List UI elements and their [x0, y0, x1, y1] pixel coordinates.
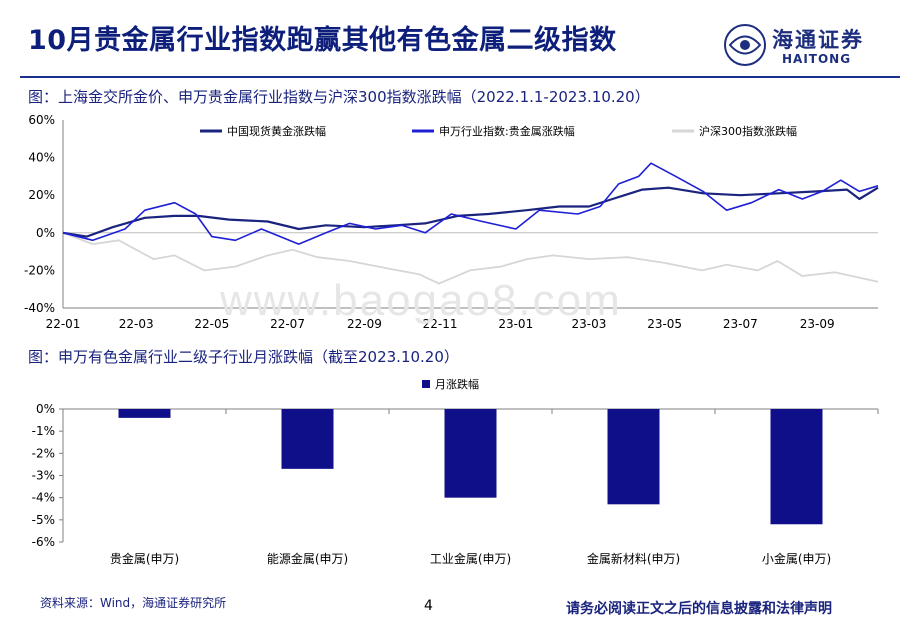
- legend-label: 申万行业指数:贵金属涨跌幅: [439, 124, 575, 138]
- y-tick-label: -3%: [32, 469, 55, 483]
- x-tick-label: 小金属(申万): [762, 551, 831, 566]
- bar: [607, 409, 660, 505]
- company-logo: 海通证券 HAITONG: [722, 22, 902, 72]
- disclaimer-link[interactable]: 请务必阅读正文之后的信息披露和法律声明: [566, 601, 832, 617]
- x-tick-label: 23-05: [647, 317, 682, 331]
- series-line-2: [62, 231, 879, 285]
- line-chart: 60% 40% 20% 0% -20% -40% 22-01 22-03 22-05 22-07 2…: [24, 113, 879, 331]
- x-tick-label: 23-09: [800, 317, 835, 331]
- x-tick-label: 22-09: [347, 317, 382, 331]
- x-tick-label: 23-01: [498, 317, 533, 331]
- legend-label: 中国现货黄金涨跌幅: [227, 124, 326, 138]
- series-line-0: [62, 186, 879, 238]
- y-tick-label: -40%: [24, 301, 55, 315]
- x-tick-label: 金属新材料(申万): [587, 551, 680, 566]
- legend-label: 月涨跌幅: [435, 377, 479, 391]
- x-tick-label: 22-11: [423, 317, 458, 331]
- logo-emblem-icon: [724, 24, 766, 66]
- y-tick-label: -4%: [32, 491, 55, 505]
- x-tick-label: 23-03: [572, 317, 607, 331]
- bar: [444, 409, 497, 498]
- y-tick-label: 60%: [28, 113, 55, 127]
- x-tick-label: 贵金属(申万): [110, 551, 179, 566]
- x-tick-label: 23-07: [723, 317, 758, 331]
- y-tick-label: -1%: [32, 424, 55, 438]
- y-tick-label: -5%: [32, 513, 55, 527]
- y-tick-label: 40%: [28, 151, 55, 165]
- bar-chart: 0% -1% -2% -3% -4% -5% -6% 贵金属(申万) 能源金属(申万) 工业金属(…: [32, 377, 879, 566]
- chart2-caption: 图：申万有色金属行业二级子行业月涨跌幅（截至2023.10.20）: [28, 348, 459, 366]
- logo-subtext: HAITONG: [782, 52, 852, 66]
- y-tick-label: 0%: [36, 226, 55, 240]
- y-tick-label: -20%: [24, 263, 55, 277]
- bar: [770, 409, 823, 525]
- y-tick-label: -2%: [32, 446, 55, 460]
- legend-swatch: [422, 380, 430, 388]
- source-note: 资料来源：Wind，海通证券研究所: [40, 596, 227, 610]
- page-number: 4: [424, 598, 433, 614]
- x-tick-label: 22-07: [270, 317, 305, 331]
- page-title: 10月贵金属行业指数跑赢其他有色金属二级指数: [28, 25, 617, 56]
- x-tick-label: 22-03: [119, 317, 154, 331]
- x-tick-label: 22-01: [46, 317, 81, 331]
- bar: [118, 409, 171, 418]
- bar: [281, 409, 334, 469]
- logo-text: 海通证券: [772, 28, 864, 52]
- y-tick-label: -6%: [32, 535, 55, 549]
- series-line-1: [62, 162, 879, 245]
- chart1-caption: 图：上海金交所金价、申万贵金属行业指数与沪深300指数涨跌幅（2022.1.1-…: [28, 88, 650, 106]
- title-divider: [20, 76, 900, 78]
- x-tick-label: 能源金属(申万): [267, 551, 348, 566]
- y-tick-label: 0%: [36, 402, 55, 416]
- x-tick-label: 22-05: [194, 317, 229, 331]
- watermark: www.baogao8.com: [220, 276, 622, 325]
- legend-label: 沪深300指数涨跌幅: [699, 124, 797, 138]
- x-tick-label: 工业金属(申万): [430, 551, 511, 566]
- y-tick-label: 20%: [28, 188, 55, 202]
